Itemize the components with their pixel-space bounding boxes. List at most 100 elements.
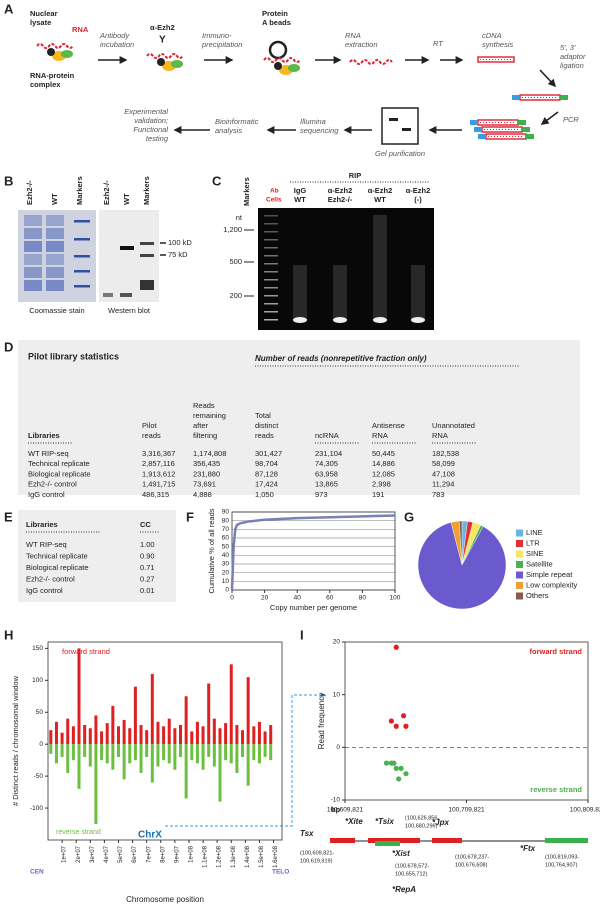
- caption: Coomassie stain: [29, 306, 84, 315]
- lane-label: WT: [50, 193, 59, 205]
- protein-icon: [171, 60, 183, 68]
- column-label: α-Ezh2: [328, 186, 353, 195]
- step-label: sequencing: [300, 126, 339, 135]
- marker-band: [74, 270, 90, 273]
- step-label: Immuno-: [202, 31, 232, 40]
- series-label: reverse strand: [56, 829, 101, 836]
- protein-icon: [61, 50, 73, 58]
- table-bg: [18, 510, 176, 602]
- lane-spot: [293, 317, 307, 323]
- lane-label: Ezh2-/-: [102, 180, 111, 205]
- y-tick-label: 150: [32, 645, 43, 652]
- gene-coords: 100,619,919): [300, 858, 333, 864]
- cell: 73,691: [193, 480, 216, 489]
- y-tick-label: 10: [222, 578, 230, 585]
- bead-icon: [268, 40, 288, 60]
- bar: [105, 723, 109, 745]
- legend-label: Satellite: [526, 559, 553, 568]
- series-label: reverse strand: [530, 785, 582, 794]
- x-tick-label: 1.3e+08: [231, 845, 237, 868]
- plot-frame: [47, 641, 283, 841]
- step-label: RNA-protein: [30, 71, 75, 80]
- legend-label: Others: [526, 591, 549, 600]
- panel-label: H: [4, 627, 13, 642]
- bar: [173, 728, 177, 745]
- legend-label: SINE: [526, 549, 544, 558]
- cell: 1,913,612: [142, 469, 175, 478]
- column-label: WT: [294, 195, 306, 204]
- bar: [156, 744, 160, 767]
- bar: [133, 686, 137, 745]
- band: [120, 293, 132, 297]
- y-axis-label: # Distinct reads / chromosomal window: [11, 675, 20, 806]
- panel-label: A: [4, 1, 14, 16]
- gel-lane: [24, 280, 42, 291]
- y-tick-label: 20: [333, 639, 341, 646]
- unit-label: nt: [236, 213, 243, 222]
- x-tick-label: 1.5e+08: [259, 845, 265, 868]
- protein-icon: [47, 48, 55, 56]
- band: [140, 242, 154, 245]
- bar: [162, 726, 166, 745]
- marker-band: [264, 231, 278, 233]
- bar: [246, 677, 250, 745]
- bar: [212, 744, 216, 767]
- gene-block: [432, 838, 462, 843]
- cell: Technical replicate: [28, 459, 90, 468]
- x-tick-label: 7e+07: [146, 845, 152, 863]
- gel-lane: [46, 267, 64, 278]
- rna-icon: [146, 53, 184, 59]
- bar: [195, 721, 199, 745]
- bar: [122, 744, 126, 780]
- cell: 4,888: [193, 490, 212, 499]
- rna-icon: [349, 59, 393, 65]
- cell: 63,958: [315, 469, 338, 478]
- step-label: RT: [433, 39, 444, 48]
- cell: 58,099: [432, 459, 455, 468]
- size-label: 500: [229, 257, 242, 266]
- legend-swatch: [516, 529, 523, 537]
- bar: [49, 744, 53, 754]
- cells-label: Cells: [266, 197, 282, 204]
- marker-band: [264, 223, 278, 225]
- bar: [190, 744, 194, 761]
- bar: [150, 744, 154, 783]
- step-label: lysate: [30, 18, 51, 27]
- x-tick-label: 100: [390, 595, 401, 602]
- step-label: validation;: [134, 116, 168, 125]
- column-header: Libraries: [26, 520, 58, 529]
- y-tick-label: -50: [34, 773, 44, 780]
- cell: 1,491,715: [142, 480, 175, 489]
- bar: [54, 721, 58, 745]
- gene-coords: (100,819,093-: [545, 854, 579, 860]
- column-header: Unannotated: [432, 421, 475, 430]
- y-tick-label: 0: [225, 587, 229, 594]
- adaptor: [522, 127, 530, 132]
- x-tick-label: 100,809,821: [570, 807, 600, 814]
- bar: [246, 744, 250, 786]
- band: [140, 280, 154, 290]
- adaptor: [474, 127, 482, 132]
- cell: 973: [315, 490, 328, 499]
- y-tick-label: 40: [222, 552, 230, 559]
- protein-icon: [157, 58, 165, 66]
- bar: [105, 744, 109, 764]
- bar: [71, 726, 75, 745]
- bar: [94, 715, 98, 745]
- legend-label: Low complexity: [526, 580, 578, 589]
- adaptor: [518, 120, 526, 125]
- column-header: reads: [142, 431, 161, 440]
- bar: [263, 731, 267, 745]
- column-label: Ezh2-/-: [328, 195, 353, 204]
- bar: [195, 744, 199, 764]
- column-header: Reads: [193, 401, 215, 410]
- step-label: cDNA: [482, 31, 502, 40]
- y-tick-label: 10: [333, 691, 341, 698]
- lane-label: Markers: [242, 177, 251, 206]
- bar: [116, 726, 120, 745]
- point: [403, 771, 409, 777]
- pie-slice: [459, 520, 463, 566]
- cell: 1.00: [140, 540, 155, 549]
